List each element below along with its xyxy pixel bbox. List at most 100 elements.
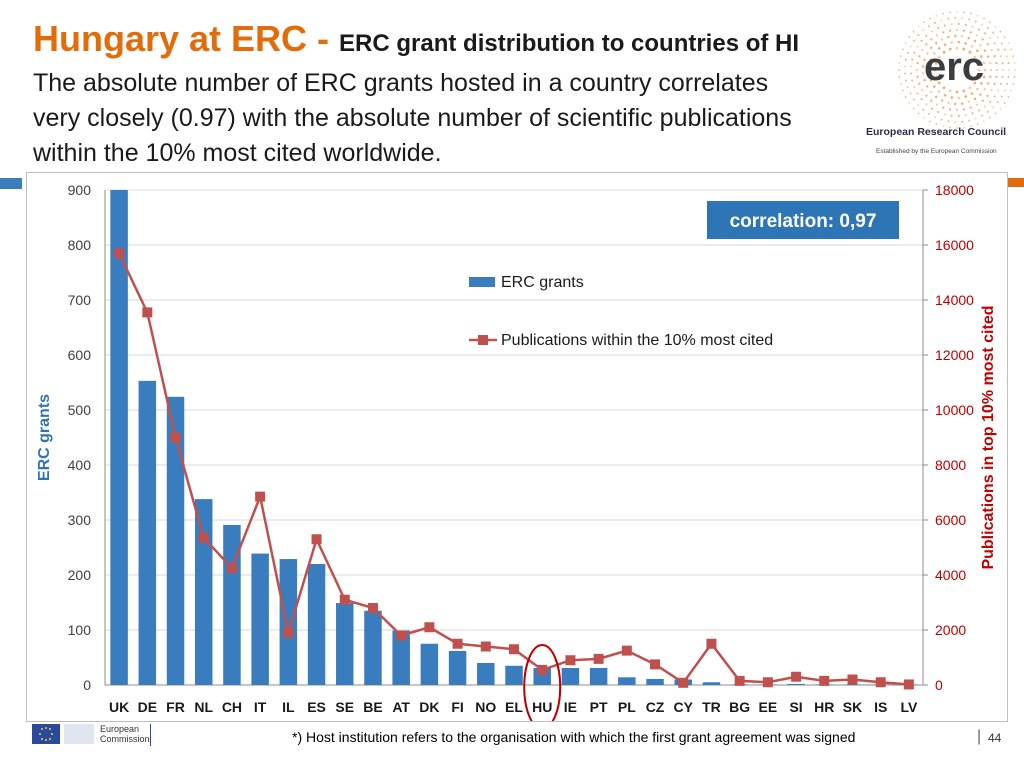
logo-dot — [962, 108, 966, 111]
logo-dot — [964, 114, 967, 117]
logo-dot — [901, 89, 904, 92]
logo-dot — [1008, 69, 1010, 71]
logo-dot — [923, 21, 925, 24]
logo-dot — [961, 17, 964, 20]
logo-dot — [1013, 62, 1016, 64]
right-axis-title: Publications in top 10% most cited — [980, 305, 997, 569]
logo-dot — [976, 75, 980, 79]
logo-dot — [977, 68, 981, 72]
title-sub: ERC grant distribution to countries of H… — [339, 30, 800, 57]
logo-dot — [916, 61, 919, 65]
category-label: PL — [618, 699, 636, 715]
footer-separator: | — [977, 728, 982, 745]
logo-dot — [909, 92, 912, 95]
logo-dot — [925, 103, 928, 106]
logo-dot — [918, 55, 921, 58]
logo-dot — [976, 61, 980, 65]
category-label: ES — [307, 699, 326, 715]
logo-dot — [954, 17, 957, 19]
category-label: DK — [419, 699, 439, 715]
logo-dot — [904, 42, 907, 44]
category-label: CY — [674, 699, 694, 715]
marker-hu — [537, 664, 548, 675]
category-label: NO — [475, 699, 496, 715]
logo-dot — [934, 21, 937, 24]
logo-dot — [921, 88, 924, 92]
marker-fi — [452, 638, 463, 649]
logo-dot — [955, 46, 959, 50]
accent-bar-right — [1006, 178, 1024, 187]
logo-dot — [917, 25, 920, 28]
logo-dot — [981, 99, 984, 102]
erc-wordmark: erc — [924, 45, 984, 89]
logo-dot — [997, 89, 1000, 92]
logo-dot — [1007, 75, 1010, 78]
marker-ch — [226, 563, 237, 574]
logo-dot — [999, 55, 1002, 58]
logo-dot — [937, 26, 940, 30]
logo-dot — [928, 112, 930, 115]
logo-dot — [963, 126, 965, 129]
logo-dot — [1000, 42, 1003, 45]
category-label: DE — [138, 699, 157, 715]
logo-dot — [954, 34, 957, 38]
logo-dot — [981, 38, 984, 41]
logo-dot — [913, 86, 916, 89]
logo-dot — [973, 39, 977, 43]
bar-cz — [646, 678, 664, 685]
logo-dot — [970, 12, 972, 15]
logo-dot — [996, 101, 999, 104]
category-label: HR — [814, 699, 834, 715]
chart-frame: 0 100 200 300 400 500 600 700 800 900 0 2000 4000 600… — [26, 172, 1008, 722]
logo-dot — [913, 51, 916, 54]
marker-lv — [903, 679, 914, 690]
logo-dot — [1006, 82, 1009, 85]
logo-dot — [954, 102, 957, 106]
intro-line: very closely (0.97) with the absolute nu… — [33, 104, 792, 132]
category-label: IT — [254, 699, 267, 715]
logo-dot — [915, 68, 919, 72]
ec-label-line: European — [100, 724, 140, 734]
logo-dot — [917, 34, 920, 37]
logo-dot — [916, 92, 919, 95]
logo-dot — [948, 108, 952, 111]
logo-dot — [1010, 48, 1013, 51]
bar-dk — [420, 643, 439, 685]
logo-dot — [904, 72, 907, 75]
logo-dot — [1014, 69, 1016, 71]
logo-dot — [995, 61, 998, 65]
logo-dot — [992, 106, 995, 109]
logo-dot — [956, 127, 958, 129]
logo-dot — [917, 112, 920, 115]
legend-bar-swatch — [469, 277, 495, 287]
ec-label: European Commission — [100, 724, 150, 744]
logo-dot — [983, 105, 986, 108]
logo-dot — [937, 110, 940, 114]
logo-dot — [949, 11, 951, 14]
logo-dot — [986, 27, 989, 30]
right-tick-label: 8000 — [935, 457, 966, 473]
bar-se — [336, 603, 354, 685]
bar-es — [307, 564, 326, 685]
logo-dot — [1001, 75, 1004, 79]
logo-dot — [993, 42, 996, 45]
left-tick-label: 100 — [68, 622, 92, 638]
marker-dk — [424, 622, 435, 633]
right-tick-label: 4000 — [935, 567, 966, 583]
logo-dot — [999, 107, 1002, 110]
footer-note: *) Host institution refers to the organi… — [292, 729, 856, 745]
logo-dot — [994, 25, 997, 28]
logo-dot — [934, 75, 938, 79]
logo-dot — [962, 89, 966, 93]
logo-dot — [993, 95, 996, 98]
logo-dot — [967, 100, 971, 104]
logo-dot — [937, 81, 941, 85]
category-label: SK — [843, 699, 862, 715]
logo-dot — [910, 65, 913, 68]
logo-dot — [940, 19, 943, 22]
logo-dot — [935, 34, 939, 37]
logo-dot — [947, 35, 950, 39]
logo-dot — [957, 96, 961, 100]
category-label: FR — [166, 699, 185, 715]
logo-dot — [904, 96, 907, 98]
